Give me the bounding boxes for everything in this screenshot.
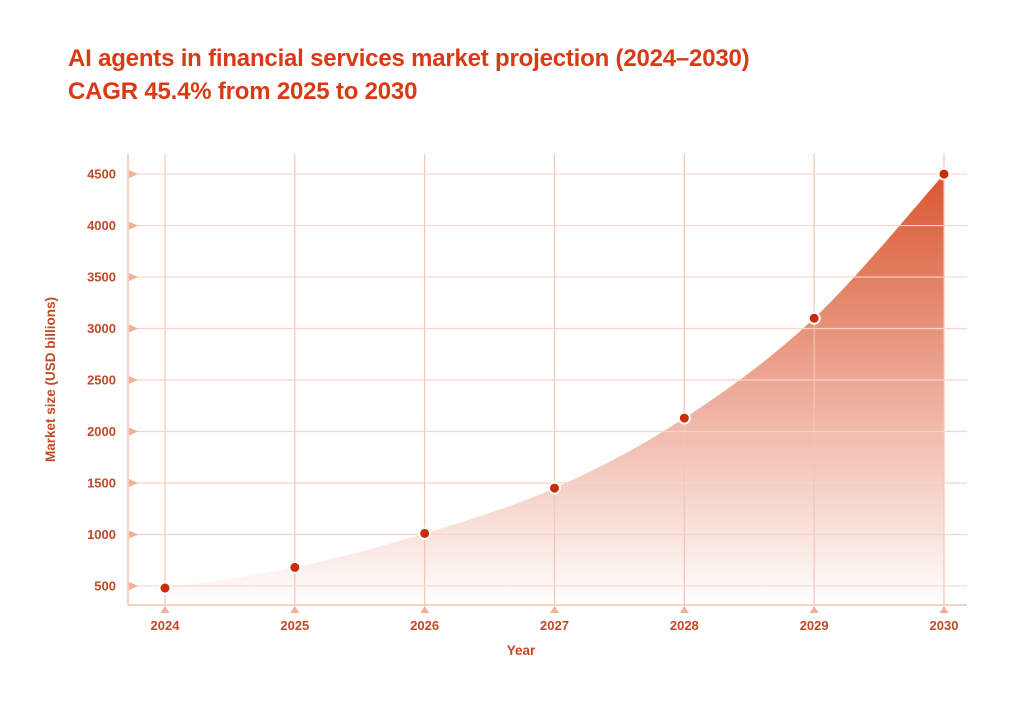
chart-title-line2: CAGR 45.4% from 2025 to 2030 [68,78,418,105]
y-tick-arrow-icon [129,170,138,179]
y-tick-label: 1000 [87,527,116,542]
data-point [418,526,432,540]
data-point [158,581,172,595]
y-tick-arrow-icon [129,427,138,436]
y-tick-label: 4000 [87,218,116,233]
x-tick-label: 2027 [540,618,569,633]
y-tick-arrow-icon [129,581,138,590]
x-tick-label: 2024 [151,618,181,633]
data-point [288,560,302,574]
y-tick-arrow-icon [129,478,138,487]
x-tick-arrow-icon [290,606,300,613]
chart-title-line1: AI agents in financial services market p… [68,45,750,72]
y-tick-label: 2500 [87,373,116,388]
y-tick-label: 4500 [87,167,116,182]
y-tick-arrow-icon [129,273,138,282]
x-tick-label: 2029 [800,618,829,633]
y-axis-title: Market size (USD billions) [43,297,58,462]
x-tick-label: 2026 [410,618,439,633]
x-tick-arrow-icon [550,606,559,613]
x-tick-label: 2028 [670,618,699,633]
x-tick-arrow-icon [160,606,170,613]
y-tick-label: 1500 [87,475,116,490]
x-axis-title: Year [507,643,536,658]
y-tick-label: 500 [94,578,116,593]
x-tick-label: 2025 [280,618,309,633]
data-point [677,411,691,425]
y-tick-arrow-icon [129,324,138,333]
chart-title: AI agents in financial services market p… [68,42,750,108]
x-tick-arrow-icon [679,606,689,613]
y-tick-arrow-icon [129,530,138,539]
x-tick-arrow-icon [939,606,949,613]
data-point [807,311,821,325]
y-tick-label: 3000 [87,321,116,336]
data-point [548,481,561,495]
y-tick-label: 2000 [87,424,116,439]
x-tick-arrow-icon [420,606,430,613]
y-tick-label: 3500 [87,270,116,285]
x-tick-arrow-icon [809,606,819,613]
y-tick-arrow-icon [129,221,138,230]
area-fill [165,174,944,605]
y-tick-arrow-icon [129,376,138,385]
data-point [937,167,951,181]
x-tick-label: 2030 [930,618,959,633]
